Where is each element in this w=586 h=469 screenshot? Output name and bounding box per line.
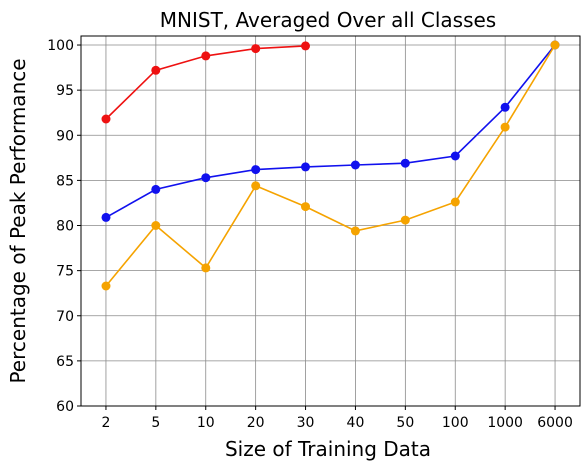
x-axis-label: Size of Training Data	[225, 437, 431, 461]
grid	[81, 36, 580, 407]
data-point	[201, 173, 211, 183]
y-tick-label: 65	[56, 354, 74, 370]
x-tick-label: 30	[297, 415, 315, 431]
data-point	[151, 221, 161, 230]
data-point	[350, 226, 360, 236]
series-group	[101, 40, 560, 291]
y-tick-label: 80	[56, 219, 74, 235]
y-tick-label: 95	[56, 83, 74, 99]
data-point	[500, 102, 510, 112]
y-tick-label: 85	[56, 173, 74, 189]
y-tick-label: 70	[56, 309, 74, 325]
data-point	[151, 65, 161, 75]
data-point	[301, 41, 310, 51]
data-point	[201, 51, 211, 61]
x-tick-label: 100	[442, 415, 469, 431]
data-point	[500, 122, 510, 132]
y-tick-label: 60	[56, 399, 74, 415]
y-tick-label: 100	[47, 38, 74, 54]
x-tick-label: 10	[197, 415, 215, 431]
x-tick-label: 5	[151, 415, 160, 431]
data-point	[101, 114, 111, 124]
y-axis-label: Percentage of Peak Performance	[6, 58, 30, 383]
x-tick-label: 50	[396, 415, 414, 431]
x-tick-label: 40	[347, 415, 365, 431]
data-point	[101, 212, 111, 222]
data-point	[450, 197, 460, 207]
y-tick-label: 75	[56, 264, 74, 280]
plot-frame	[80, 35, 581, 407]
series-line-3	[105, 44, 556, 287]
data-point	[400, 215, 410, 225]
data-point	[201, 263, 211, 273]
data-point	[350, 160, 360, 170]
data-point	[251, 44, 261, 54]
data-point	[251, 165, 261, 175]
x-tick-label: 20	[247, 415, 265, 431]
x-tick-label: 6000	[537, 415, 573, 431]
x-tick-label: 1000	[487, 415, 523, 431]
chart-title: MNIST, Averaged Over all Classes	[160, 8, 496, 32]
x-tick-label: 2	[101, 415, 110, 431]
data-point	[550, 40, 560, 50]
y-tick-label: 90	[56, 128, 74, 144]
data-point	[101, 281, 111, 291]
data-point	[251, 181, 261, 191]
data-point	[301, 162, 310, 172]
data-point	[450, 151, 460, 161]
data-point	[151, 184, 161, 194]
data-point	[301, 202, 310, 212]
data-point	[400, 158, 410, 168]
x-axis: 2 5 10 20 30 40 50 100 1000 6000	[101, 406, 573, 431]
series-line-2	[105, 44, 556, 219]
y-axis: 60 65 70 75 80 85 90 95 100	[47, 38, 81, 415]
